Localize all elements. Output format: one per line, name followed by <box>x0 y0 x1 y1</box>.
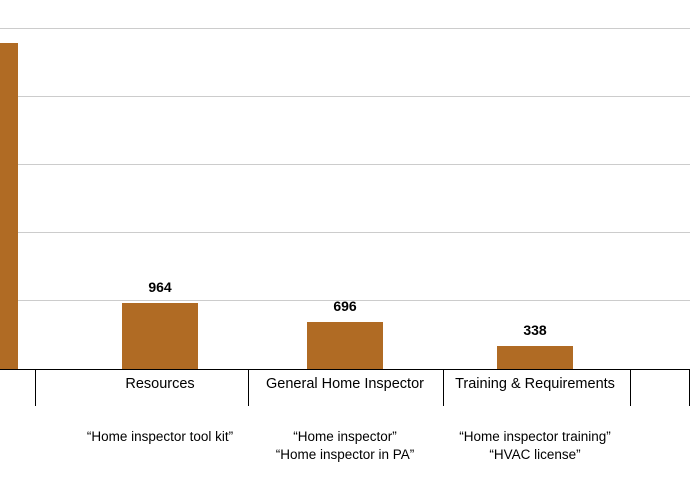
bar <box>497 346 573 369</box>
category-tick <box>248 370 249 406</box>
category-label: ents <box>0 376 65 393</box>
category-label: Training & Requirements <box>450 376 620 393</box>
category-axis: ents Resources General Home Inspector Train… <box>0 370 690 408</box>
grid-line <box>0 164 690 165</box>
category-tick <box>630 370 631 406</box>
example-label: “Home inspector training” “HVAC license” <box>440 428 630 464</box>
grid-line <box>0 96 690 97</box>
plot-area: 964 696 338 <box>0 30 690 370</box>
bar <box>122 303 198 369</box>
grid-line <box>0 232 690 233</box>
bar-value-label: 964 <box>75 279 245 295</box>
category-label: Resources <box>75 376 245 393</box>
bar-value-label: 338 <box>450 322 620 338</box>
bar-value-label: 696 <box>260 298 430 314</box>
bar <box>0 43 18 369</box>
category-tick <box>443 370 444 406</box>
bar <box>307 322 383 369</box>
grid-line <box>0 28 690 29</box>
example-label: “Home inspector” “Home inspector in PA” <box>250 428 440 464</box>
example-label: “Home inspector tool kit” <box>65 428 255 446</box>
category-label: General Home Inspector <box>260 376 430 393</box>
bar-chart: 964 696 338 ents Resources General Home Insp… <box>0 0 690 500</box>
category-tick <box>35 370 36 406</box>
